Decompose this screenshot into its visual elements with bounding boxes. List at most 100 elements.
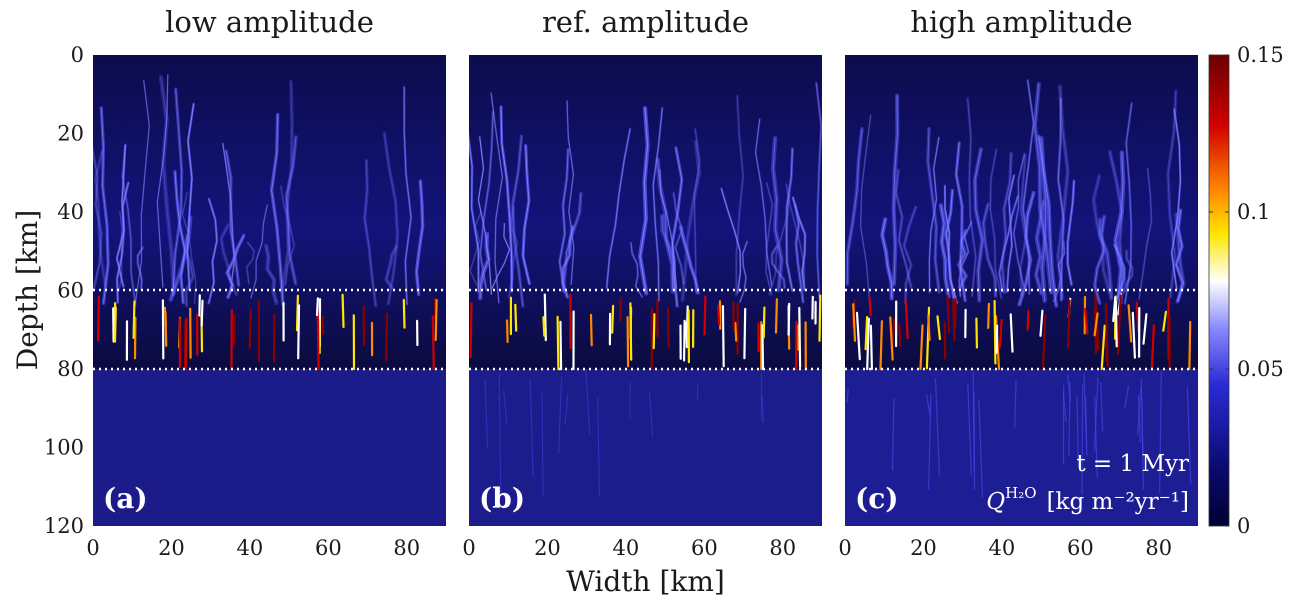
plume [629,241,644,298]
plume [659,168,678,290]
plume-core [1019,155,1027,296]
plume-core [785,183,805,286]
plume [1113,243,1126,305]
plume-core [974,149,983,301]
colorbar-tick-label: 0.05 [1237,357,1284,381]
plume-core [186,103,195,290]
plume [1032,82,1054,295]
plume-core [208,198,218,304]
plume [972,147,985,303]
plume-core [383,133,399,304]
plume [156,74,169,288]
plume-core [182,192,197,304]
vein [685,321,689,349]
plume [605,127,632,290]
plume [793,203,805,304]
plume [680,139,702,303]
panel-b: ref. amplitude (b) 0 20 40 60 80 [462,5,822,560]
plume-core [134,80,150,306]
plume [1017,190,1036,307]
deep-streak [972,371,976,490]
plume [478,231,491,301]
vein [272,313,276,363]
panel-c: high amplitude (c) t = 1 Myr QH₂O [kg m⁻²… [838,5,1198,560]
deep-streak [1124,385,1130,409]
deep-streak [934,378,941,476]
plume-core [982,204,997,297]
plume [280,79,294,294]
plume-core [895,169,912,288]
plume-core [846,128,863,284]
plume [511,134,525,308]
plume [207,197,219,305]
vein [1084,307,1089,335]
y-tick-label: 60 [57,279,84,303]
plumes-a [93,74,425,308]
deep-streak [1081,384,1084,495]
plume-core [1114,152,1124,299]
time-annotation: t = 1 Myr [1076,451,1189,477]
plume [785,147,794,293]
deep-streak [925,393,931,415]
deep-streak [1141,398,1144,458]
plume [1123,102,1133,305]
vein [200,299,204,327]
vein [1100,324,1106,371]
plume-core [693,128,701,293]
plume-core [794,204,804,303]
plume [134,79,151,307]
plume-core [955,142,966,301]
plume-core [265,245,278,304]
deep-streak [541,392,544,496]
plumes-b [469,81,822,496]
deep-streak [1093,377,1099,452]
vein [295,294,299,332]
vein [132,300,136,339]
plume [845,127,864,286]
vein [1188,320,1192,371]
vein [184,317,188,371]
vein [1127,304,1133,343]
vein [666,307,670,348]
veins-a [96,293,438,371]
plume [998,194,1020,293]
plume-core [671,147,683,307]
vein [796,324,800,351]
deep-streak [564,393,569,425]
x-tick-label: 20 [910,536,937,560]
deep-streak [761,395,765,424]
vein [626,316,630,368]
plume-core [682,141,700,301]
plume-core [673,193,685,284]
plume [637,105,650,296]
plume-core [1094,216,1105,304]
vein [904,299,909,340]
vein [868,296,872,317]
plume [181,191,197,305]
plumes-c [845,79,1192,498]
deep-streak [1137,387,1142,436]
x-tick-label: 0 [462,536,475,560]
deep-streak [1159,371,1162,494]
vein [341,293,345,329]
vein [652,313,656,350]
plume-core [967,98,977,297]
deep-streak [1137,394,1141,443]
plume-core [364,160,377,306]
plume [1052,240,1066,303]
plume-core [928,137,940,293]
plume [693,127,701,294]
deep-streak [1094,395,1098,479]
vein [611,304,615,334]
vein [1041,314,1047,371]
vein [431,315,435,371]
plume [1091,174,1112,295]
heatmap-a [93,55,446,526]
plume [560,224,575,299]
plume [1170,107,1182,291]
vein [316,310,320,371]
plume [1066,179,1076,286]
plume [507,205,519,299]
y-axis-title: Depth [km] [11,210,44,371]
vein [682,319,686,362]
